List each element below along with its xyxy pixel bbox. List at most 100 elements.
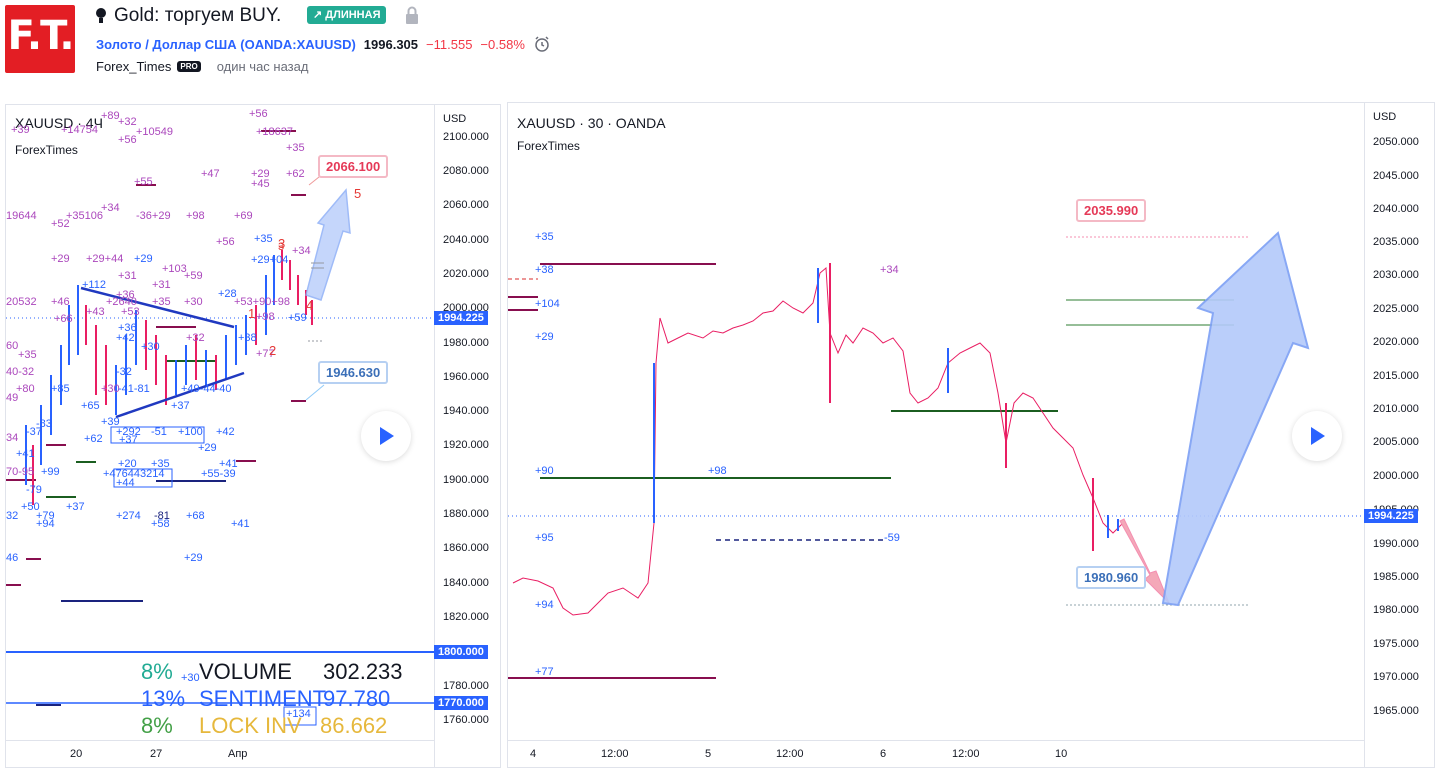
play-icon bbox=[380, 427, 394, 445]
svg-text:3: 3 bbox=[278, 241, 284, 253]
symbol-line: Золото / Доллар США (OANDA:XAUUSD) 1996.… bbox=[96, 35, 551, 53]
svg-text:+274: +274 bbox=[116, 510, 141, 522]
right-axis-tick: 2005.000 bbox=[1373, 436, 1419, 448]
svg-text:+42: +42 bbox=[116, 332, 135, 344]
right-chart-panel[interactable]: XAUUSD · 30 · OANDA ForexTimes bbox=[507, 102, 1435, 768]
author-line: Forex_Times PRO один час назад bbox=[96, 59, 308, 74]
svg-text:+20: +20 bbox=[118, 458, 137, 470]
right-current-price-tag: 1994.225 bbox=[1364, 509, 1418, 523]
last-price: 1996.305 bbox=[363, 36, 419, 52]
right-axis-tick: 2025.000 bbox=[1373, 303, 1419, 315]
svg-text:+41: +41 bbox=[16, 448, 35, 460]
svg-text:+32: +32 bbox=[118, 116, 137, 128]
left-time-label: 20 bbox=[70, 748, 83, 760]
svg-text:+35: +35 bbox=[254, 233, 273, 245]
svg-text:+35106: +35106 bbox=[66, 210, 103, 222]
svg-text:+45: +45 bbox=[251, 178, 270, 190]
svg-text:+69: +69 bbox=[234, 210, 253, 222]
right-axis-tick: 2035.000 bbox=[1373, 236, 1419, 248]
forex-times-logo[interactable]: F.T. bbox=[5, 5, 75, 73]
left-chart-panel[interactable]: XAUUSD · 4Ч ForexTimes bbox=[5, 104, 501, 768]
svg-text:+292: +292 bbox=[116, 426, 141, 438]
right-axis-tick: 2030.000 bbox=[1373, 269, 1419, 281]
svg-text:+30: +30 bbox=[101, 383, 120, 395]
author-name[interactable]: Forex_Times bbox=[96, 59, 172, 74]
svg-text:+80: +80 bbox=[16, 383, 35, 395]
right-target-label: 2035.990 bbox=[1076, 199, 1147, 222]
left-time-label: Апр bbox=[228, 748, 248, 760]
svg-text:+68: +68 bbox=[186, 510, 205, 522]
svg-text:46: 46 bbox=[6, 552, 18, 564]
left-target-label: 2066.100 bbox=[318, 155, 389, 178]
left-level-tag-1770: 1770.000 bbox=[434, 696, 488, 710]
svg-text:+36: +36 bbox=[118, 322, 137, 334]
left-axis-tick: 2060.000 bbox=[443, 199, 489, 211]
svg-text:+85: +85 bbox=[51, 383, 70, 395]
lock-pct: 8% bbox=[141, 713, 173, 738]
play-icon bbox=[1311, 427, 1325, 445]
right-axis-tick: 1975.000 bbox=[1373, 638, 1419, 650]
long-direction-badge: ↗ ДЛИННАЯ bbox=[307, 6, 387, 24]
svg-text:-37: -37 bbox=[26, 426, 42, 438]
svg-text:+56: +56 bbox=[249, 108, 268, 120]
left-axis-tick: 2080.000 bbox=[443, 165, 489, 177]
svg-text:+34: +34 bbox=[101, 202, 120, 214]
left-chart-source: ForexTimes bbox=[15, 143, 78, 157]
left-axis-currency: USD bbox=[443, 113, 467, 125]
right-axis-tick: 2000.000 bbox=[1373, 470, 1419, 482]
svg-text:+42: +42 bbox=[216, 426, 235, 438]
left-price-axis[interactable]: USD 2100.000 2080.000 2060.000 2040.000 … bbox=[434, 105, 500, 767]
left-play-button[interactable] bbox=[361, 411, 411, 461]
svg-text:32: 32 bbox=[6, 510, 18, 522]
volume-value: 302.233 bbox=[323, 659, 403, 684]
svg-text:+43: +43 bbox=[86, 306, 105, 318]
volume-pct: 8% bbox=[141, 659, 173, 684]
right-time-axis[interactable]: 4 12:00 5 12:00 6 12:00 10 bbox=[508, 740, 1364, 767]
svg-text:+36: +36 bbox=[116, 289, 135, 301]
lightbulb-icon bbox=[96, 8, 106, 23]
right-price-axis[interactable]: USD 2050.000 2045.000 2040.000 2035.000 … bbox=[1364, 103, 1434, 767]
symbol-link[interactable]: Золото / Доллар США (OANDA:XAUUSD) bbox=[96, 37, 356, 52]
right-axis-tick: 2045.000 bbox=[1373, 170, 1419, 182]
svg-text:+50: +50 bbox=[21, 501, 40, 513]
right-time-label: 12:00 bbox=[952, 748, 980, 760]
svg-text:+35: +35 bbox=[151, 458, 170, 470]
pro-badge: PRO bbox=[177, 61, 201, 72]
right-annotation: +38 bbox=[535, 264, 554, 276]
left-level-tag-1800: 1800.000 bbox=[434, 645, 488, 659]
svg-text:+77: +77 bbox=[256, 348, 275, 360]
right-time-label: 12:00 bbox=[601, 748, 629, 760]
volume-label: VOLUME bbox=[199, 659, 292, 684]
right-annotation: +35 bbox=[535, 231, 554, 243]
svg-text:20532: 20532 bbox=[6, 296, 37, 308]
svg-text:+18637: +18637 bbox=[256, 126, 293, 138]
svg-text:+2640: +2640 bbox=[106, 296, 137, 308]
left-axis-tick: 1880.000 bbox=[443, 508, 489, 520]
svg-text:+39: +39 bbox=[101, 416, 120, 428]
right-play-button[interactable] bbox=[1292, 411, 1342, 461]
left-axis-tick: 1940.000 bbox=[443, 405, 489, 417]
svg-text:+62: +62 bbox=[286, 168, 305, 180]
svg-text:+29+44: +29+44 bbox=[86, 253, 123, 265]
svg-text:+34: +34 bbox=[292, 245, 311, 257]
right-axis-tick: 2050.000 bbox=[1373, 136, 1419, 148]
svg-text:-79: -79 bbox=[26, 484, 42, 496]
right-time-label: 4 bbox=[530, 748, 537, 760]
alarm-clock-icon[interactable] bbox=[533, 35, 551, 53]
right-annotation: +95 bbox=[535, 532, 554, 544]
right-annotation: +77 bbox=[535, 666, 554, 678]
svg-text:40-32: 40-32 bbox=[6, 366, 34, 378]
svg-text:+30: +30 bbox=[141, 341, 160, 353]
svg-text:-32: -32 bbox=[116, 366, 132, 378]
svg-text:+30: +30 bbox=[181, 672, 200, 684]
svg-text:+94: +94 bbox=[36, 518, 55, 530]
idea-title-text: Gold: торгуем BUY. bbox=[114, 5, 282, 26]
svg-text:+29: +29 bbox=[251, 168, 270, 180]
right-axis-tick: 1965.000 bbox=[1373, 705, 1419, 717]
wave-label-2: 2 bbox=[269, 343, 276, 358]
sentiment-pct: 13% bbox=[141, 686, 186, 711]
svg-text:+53+90+98: +53+90+98 bbox=[234, 296, 290, 308]
left-time-axis[interactable]: 20 27 Апр bbox=[6, 740, 434, 767]
wave-label-3: 3 bbox=[278, 236, 285, 251]
lock-label: LOCK INV bbox=[199, 713, 302, 738]
